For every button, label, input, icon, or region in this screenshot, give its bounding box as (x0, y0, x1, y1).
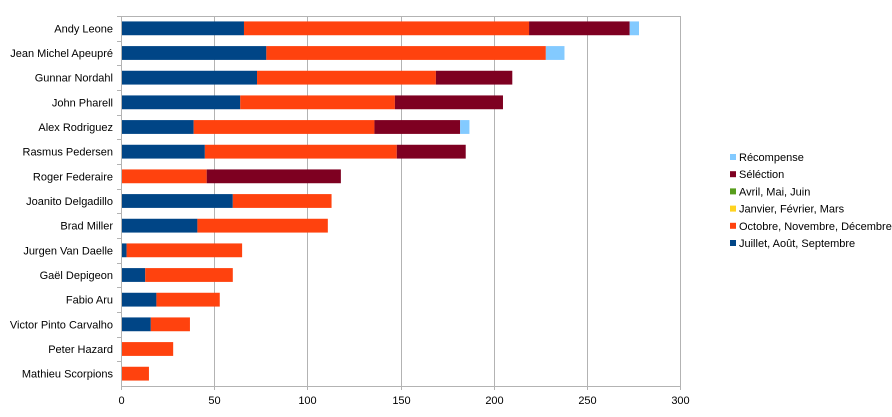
x-tick-label: 150 (392, 395, 410, 407)
category-label: Gunnar Nordahl (35, 73, 113, 85)
bar-segment (204, 144, 397, 159)
bar-segment (121, 342, 174, 356)
bar-segment (121, 95, 241, 110)
category-label: Joanito Delgadillo (26, 196, 113, 208)
category-label: John Pharell (52, 97, 113, 109)
legend-swatch (730, 205, 736, 212)
legend-swatch (730, 154, 736, 160)
category-labels: Andy Leone Jean Michel Apeupré Gunnar Nord… (10, 23, 114, 380)
category-label: Alex Rodriguez (38, 122, 113, 134)
category-label: Fabio Aru (66, 295, 113, 307)
bar-segment (121, 317, 151, 332)
bar-segment (121, 169, 207, 184)
bar-segment (232, 194, 332, 208)
bar-segment (121, 46, 267, 60)
bar-segment (121, 21, 244, 36)
category-label: Victor Pinto Carvalho (10, 319, 113, 331)
bar-segment (374, 120, 461, 134)
bar-segment (121, 70, 258, 85)
bar-segment (197, 218, 328, 233)
bar-segment (243, 21, 530, 36)
bar-segment (121, 218, 198, 233)
category-label: Andy Leone (54, 23, 113, 35)
bar-segment (145, 268, 233, 282)
bar-segment (629, 21, 640, 36)
category-label: Rasmus Pedersen (23, 147, 114, 159)
bar-segment (156, 292, 220, 307)
category-label: Mathieu Scorpions (22, 369, 114, 381)
bar-segment (240, 95, 395, 110)
legend-label: Séléction (739, 169, 784, 181)
legend: Récompense Séléction Avril, Mai, Juin Janvi… (730, 152, 892, 250)
legend-label: Octobre, Novembre, Décembre (739, 221, 892, 233)
bars (121, 21, 640, 381)
legend-label: Juillet, Août, Septembre (739, 238, 855, 250)
legend-swatch (730, 188, 736, 195)
category-label: Gaël Depigeon (40, 270, 113, 282)
bar-segment (121, 292, 157, 307)
legend-label: Avril, Mai, Juin (739, 186, 810, 198)
bar-segment (193, 120, 375, 134)
category-label: Roger Federaire (33, 171, 113, 183)
bar-segment (121, 268, 146, 282)
bar-segment (460, 120, 470, 134)
category-label: Brad Miller (60, 221, 113, 233)
bar-segment (266, 46, 546, 60)
bar-segment (121, 120, 194, 134)
bar-segment (257, 70, 436, 85)
legend-swatch (730, 222, 736, 229)
bar-segment (529, 21, 630, 36)
bar-segment (121, 366, 149, 381)
x-tick-label: 300 (671, 395, 689, 407)
legend-label: Récompense (739, 152, 804, 164)
bar-segment (121, 194, 233, 208)
axes (117, 16, 681, 390)
x-tick-label: 0 (118, 395, 124, 407)
bar-segment (150, 317, 190, 332)
x-tick-label: 200 (485, 395, 503, 407)
bar-segment (126, 243, 243, 258)
category-label: Jean Michel Apeupré (10, 48, 113, 60)
bar-segment (545, 46, 565, 60)
x-tick-label: 250 (578, 395, 596, 407)
x-tick-label: 50 (208, 395, 220, 407)
bar-segment (121, 243, 127, 258)
legend-label: Janvier, Février, Mars (739, 204, 845, 216)
category-label: Jurgen Van Daelle (23, 245, 113, 257)
bar-segment (435, 70, 513, 85)
bar-segment (206, 169, 341, 184)
legend-swatch (730, 240, 736, 246)
x-tick-labels: 0 50 100 150 200 250 300 (118, 395, 689, 407)
bar-segment (394, 95, 503, 110)
category-label: Peter Hazard (48, 344, 113, 356)
bar-segment (396, 144, 466, 159)
bar-segment (121, 144, 205, 159)
x-tick-label: 100 (298, 395, 316, 407)
legend-swatch (730, 171, 736, 178)
